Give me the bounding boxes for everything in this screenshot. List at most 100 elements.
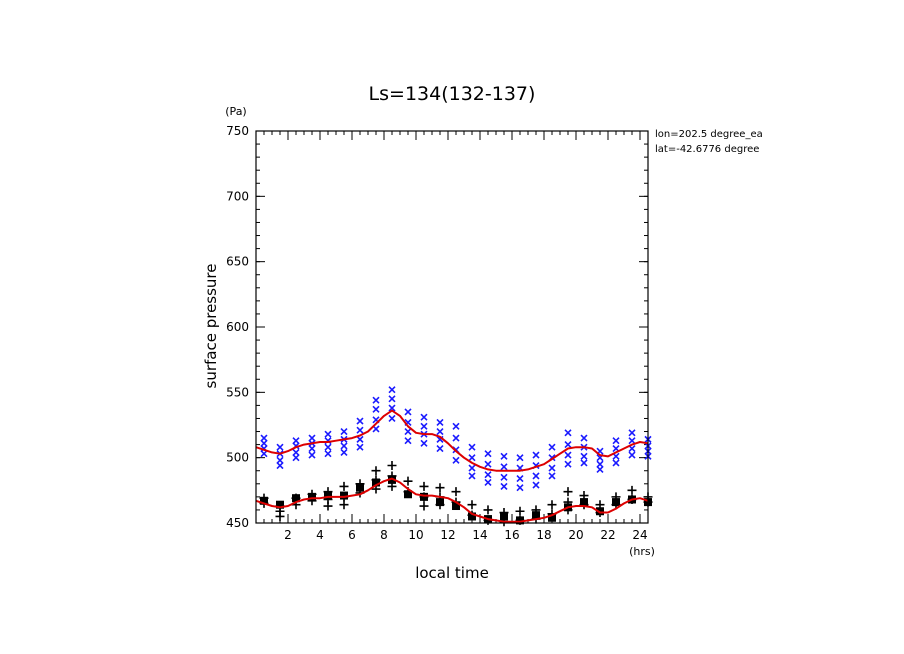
plus-marker-point bbox=[451, 487, 461, 497]
x-marker-point bbox=[628, 437, 636, 445]
square-marker-point bbox=[612, 498, 620, 507]
x-marker-point bbox=[436, 444, 444, 453]
y-tick-label: 500 bbox=[226, 451, 249, 465]
x-marker-point bbox=[468, 472, 476, 480]
plus-marker-point bbox=[371, 466, 381, 476]
x-marker-point bbox=[356, 417, 364, 425]
x-marker-point bbox=[516, 475, 524, 483]
plus-marker-point bbox=[339, 500, 349, 510]
annotation-lon: lon=202.5 degree_ea bbox=[655, 129, 763, 140]
square-marker-point bbox=[500, 512, 508, 521]
x-axis-label: local time bbox=[415, 564, 489, 582]
x-marker-point bbox=[404, 408, 412, 416]
x-marker-point bbox=[468, 443, 476, 451]
x-marker-point bbox=[452, 422, 460, 430]
x-marker-point bbox=[484, 460, 492, 468]
x-marker-point bbox=[612, 459, 620, 467]
x-marker-point bbox=[436, 427, 444, 436]
x-marker-point bbox=[484, 478, 492, 487]
x-marker-point bbox=[292, 448, 300, 457]
x-marker-point bbox=[420, 439, 428, 447]
x-marker-point bbox=[292, 437, 300, 445]
x-marker-point bbox=[372, 405, 380, 413]
x-marker-point bbox=[356, 443, 364, 451]
x-marker-point bbox=[324, 443, 332, 451]
plus-marker-point bbox=[547, 500, 557, 510]
plus-marker-point bbox=[435, 483, 445, 493]
square-marker-point bbox=[452, 502, 460, 511]
x-marker-point bbox=[580, 452, 588, 460]
x-marker-point bbox=[596, 460, 604, 468]
y-tick-label: 650 bbox=[226, 255, 249, 269]
x-tick-label: 22 bbox=[600, 528, 615, 542]
x-marker-point bbox=[484, 450, 492, 458]
plus-marker-point bbox=[339, 481, 349, 491]
x-tick-label: 8 bbox=[380, 528, 388, 542]
x-marker-point bbox=[340, 448, 348, 457]
x-marker-point bbox=[500, 482, 508, 490]
x-tick-label: 20 bbox=[568, 528, 583, 542]
y-tick-label: 550 bbox=[226, 385, 249, 399]
x-marker-point bbox=[260, 439, 268, 447]
x-marker-point bbox=[516, 454, 524, 462]
plus-marker-point bbox=[563, 487, 573, 497]
x-marker-point bbox=[340, 427, 348, 436]
x-marker-point bbox=[260, 434, 268, 442]
square-marker-point bbox=[516, 516, 524, 525]
y-tick-label: 600 bbox=[226, 320, 249, 334]
x-tick-label: 12 bbox=[440, 528, 455, 542]
y-unit-label: (Pa) bbox=[225, 105, 246, 118]
fit-line bbox=[255, 409, 649, 472]
x-marker-point bbox=[452, 456, 460, 464]
x-marker-point bbox=[308, 451, 316, 459]
x-marker-point bbox=[436, 418, 444, 426]
square-marker-point bbox=[532, 511, 540, 520]
x-marker-point bbox=[564, 451, 572, 459]
plus-marker-point bbox=[403, 476, 413, 486]
x-marker-point bbox=[356, 426, 364, 434]
square-marker-point bbox=[436, 498, 444, 507]
x-marker-point bbox=[468, 454, 476, 462]
square-marker-point bbox=[404, 490, 412, 499]
x-marker-point bbox=[500, 473, 508, 481]
x-marker-point bbox=[388, 395, 396, 403]
annotation-lat: lat=-42.6776 degree bbox=[655, 144, 759, 155]
y-tick-label: 450 bbox=[226, 516, 249, 530]
square-marker-point bbox=[308, 492, 316, 501]
plus-marker-point bbox=[419, 481, 429, 491]
square-marker-point bbox=[548, 513, 556, 522]
square-marker-point bbox=[596, 507, 604, 516]
x-tick-label: 18 bbox=[536, 528, 551, 542]
square-marker-point bbox=[260, 496, 268, 505]
x-tick-label: 6 bbox=[348, 528, 356, 542]
x-marker-point bbox=[612, 437, 620, 445]
x-marker-point bbox=[452, 434, 460, 442]
square-marker-point bbox=[356, 483, 364, 492]
x-marker-point bbox=[404, 437, 412, 445]
x-tick-label: 2 bbox=[284, 528, 292, 542]
plus-marker-point bbox=[387, 461, 397, 471]
x-marker-point bbox=[580, 459, 588, 467]
square-marker-point bbox=[372, 478, 380, 487]
y-tick-label: 700 bbox=[226, 189, 249, 203]
x-marker-point bbox=[356, 435, 364, 443]
x-marker-point bbox=[532, 472, 540, 480]
plot-frame bbox=[255, 130, 649, 524]
x-marker-point bbox=[420, 422, 428, 430]
x-marker-point bbox=[468, 464, 476, 472]
x-marker-point bbox=[548, 443, 556, 451]
plus-marker-point bbox=[419, 501, 429, 511]
x-tick-label: 16 bbox=[504, 528, 519, 542]
y-axis-label: surface pressure bbox=[202, 264, 220, 389]
x-tick-label: 10 bbox=[408, 528, 423, 542]
x-marker-point bbox=[388, 404, 396, 412]
plus-marker-point bbox=[275, 511, 285, 521]
x-marker-point bbox=[276, 461, 284, 470]
x-unit-label: (hrs) bbox=[629, 545, 655, 558]
plus-marker-point bbox=[483, 505, 493, 515]
x-marker-point bbox=[388, 386, 396, 394]
fit-lines-layer bbox=[255, 409, 649, 523]
x-marker-point bbox=[260, 450, 268, 458]
x-marker-point bbox=[324, 430, 332, 438]
